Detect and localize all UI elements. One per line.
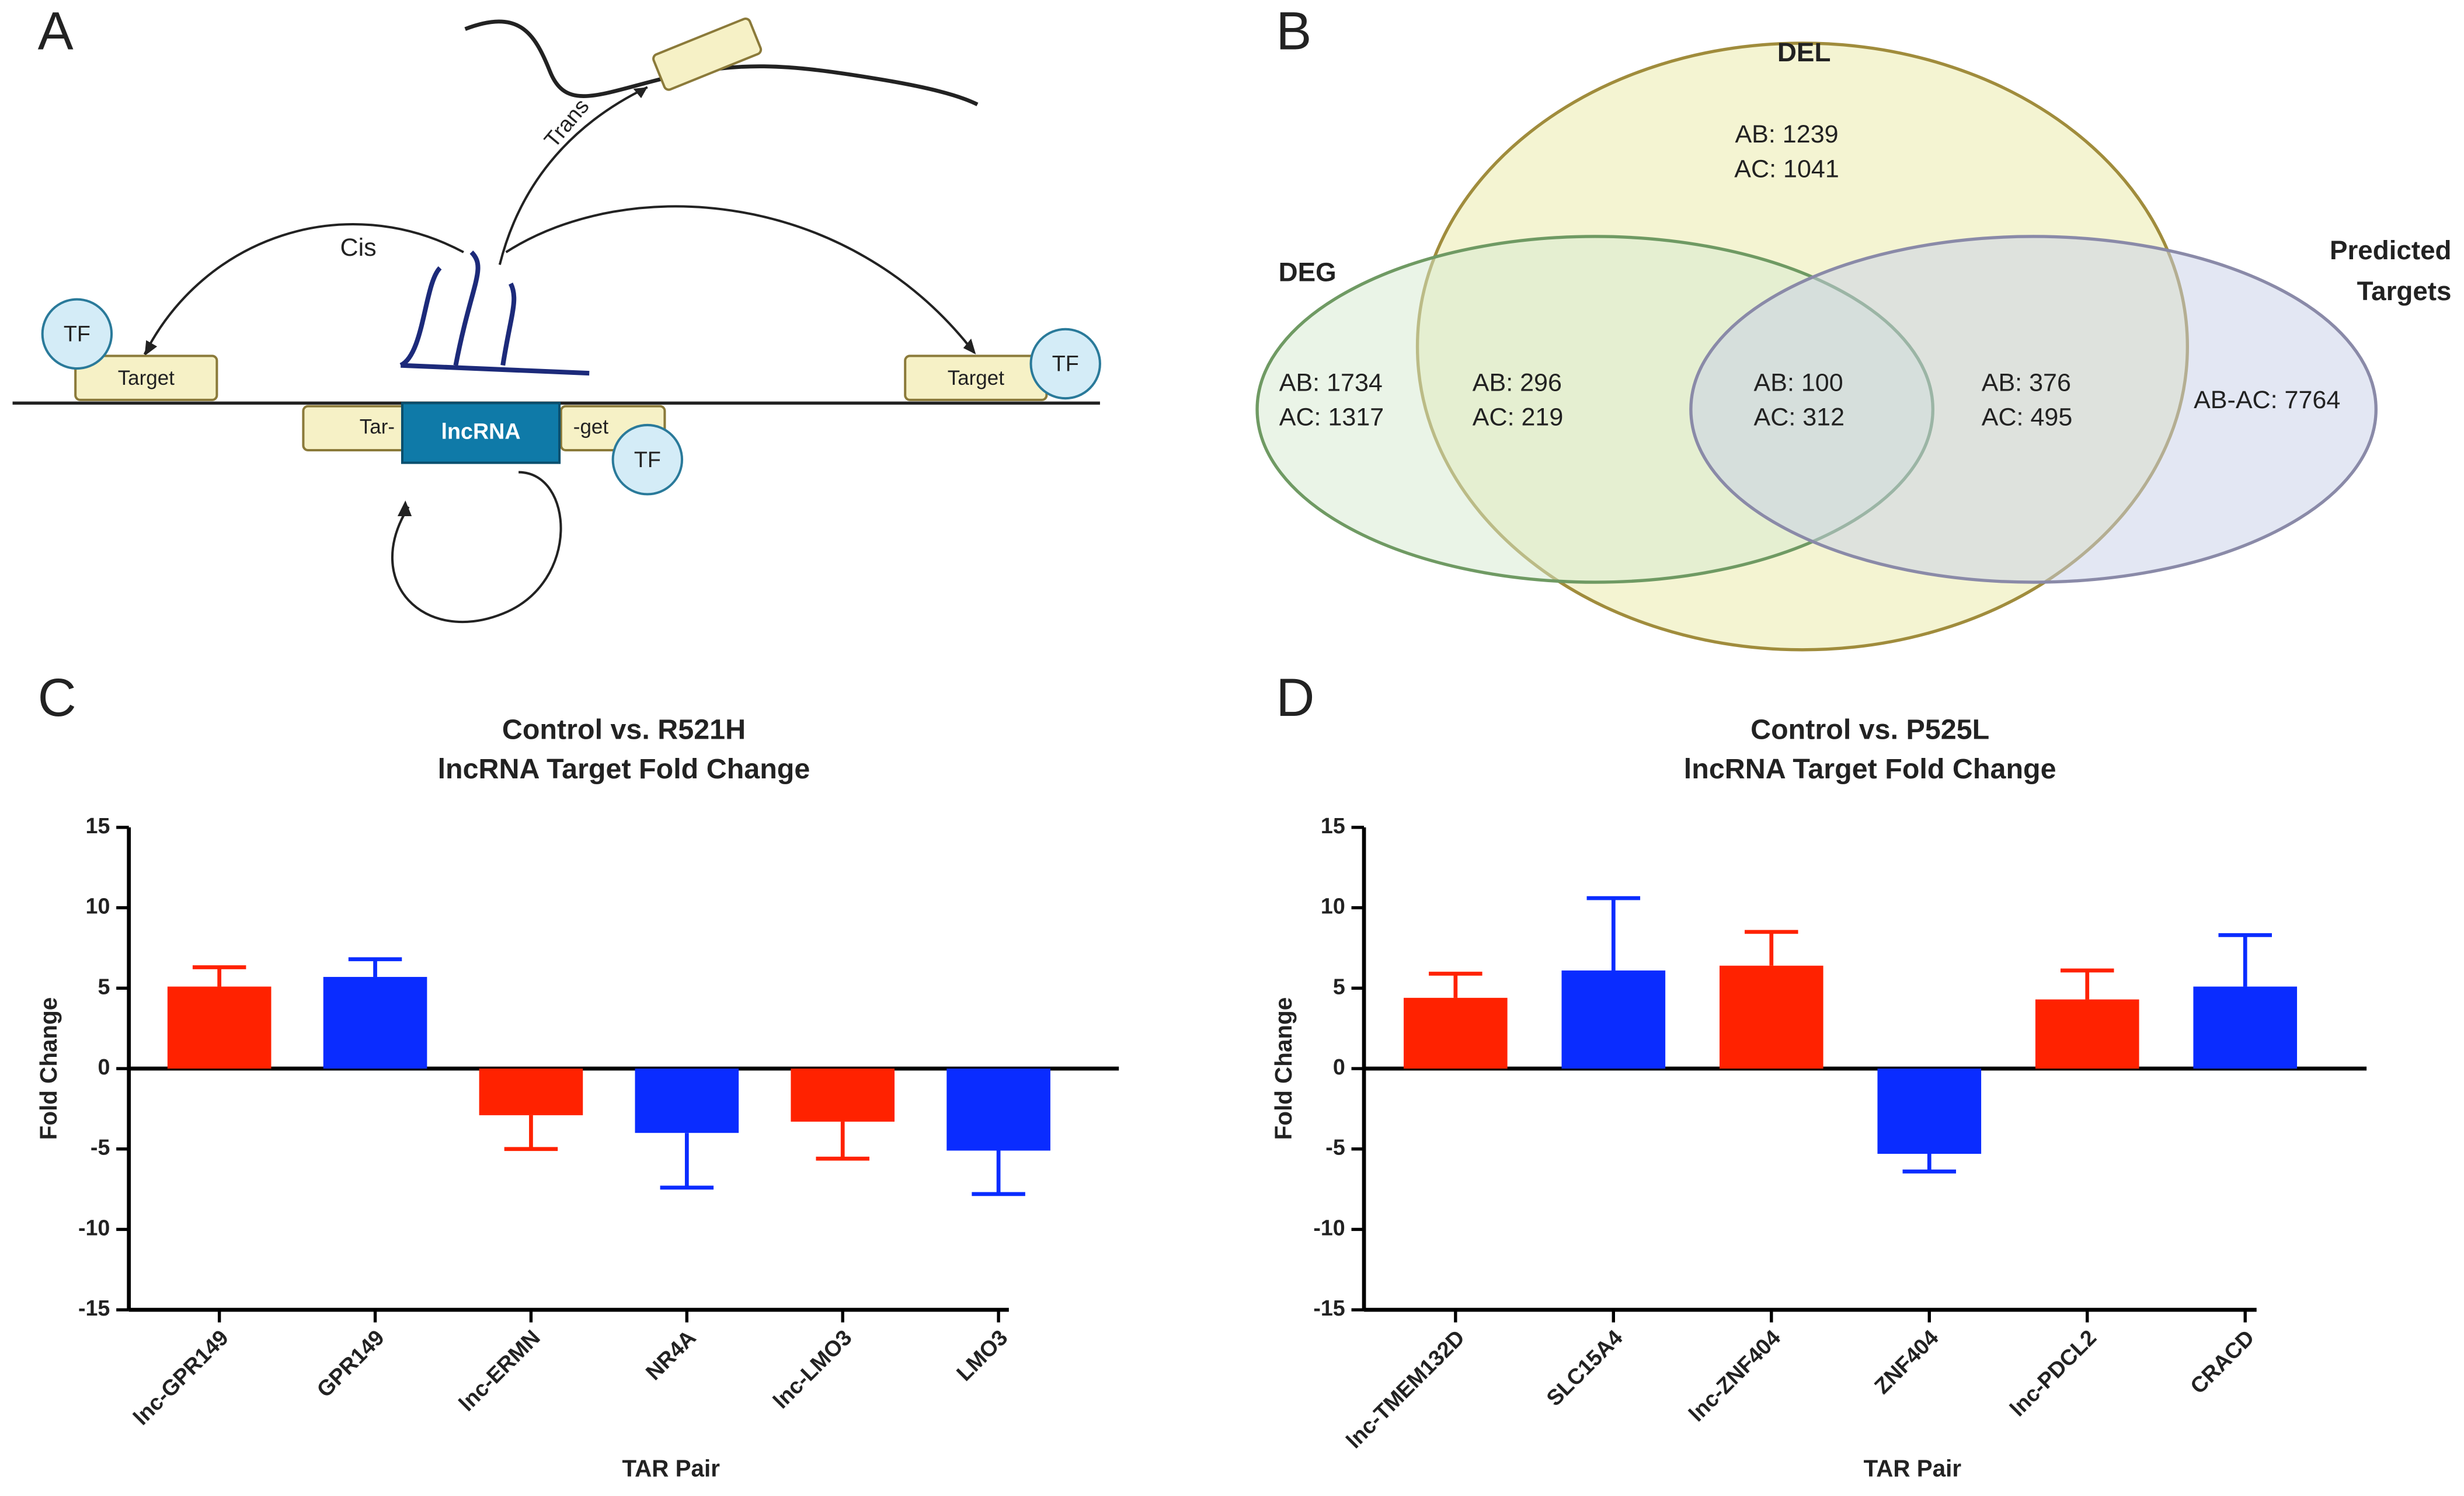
- region-label: AB-AC: 7764: [2194, 386, 2340, 414]
- cis-arrow: [143, 223, 464, 355]
- y-tick-label: 15: [86, 813, 110, 838]
- region-label: AC: 219: [1473, 403, 1564, 432]
- panel-label: B: [1276, 2, 1311, 61]
- tf-label: TF: [64, 321, 91, 346]
- tf-circle: [41, 298, 113, 370]
- region-label: AB: 100: [1754, 368, 1843, 396]
- y-tick-label: 0: [1333, 1055, 1345, 1079]
- x-tick-label: lnc-TMEM132D: [1341, 1325, 1469, 1453]
- self-arrow: [391, 471, 562, 624]
- cis-arrow: [505, 205, 976, 354]
- y-axis-label: Fold Change: [35, 997, 62, 1140]
- arrow-head: [144, 340, 158, 356]
- y-tick-label: 15: [1321, 813, 1345, 838]
- region-label: AB: 1734: [1279, 368, 1383, 396]
- set-label: Targets: [2357, 276, 2452, 306]
- x-tick-label: LMO3: [952, 1325, 1012, 1386]
- y-tick-label: 0: [98, 1055, 110, 1079]
- arrow-head: [397, 500, 412, 517]
- x-tick-label: lnc-LMO3: [768, 1325, 857, 1413]
- region-label: AC: 495: [1982, 403, 2073, 432]
- tf-circle: [1029, 328, 1101, 400]
- y-tick-label: 10: [1321, 894, 1345, 919]
- chart-title: lncRNA Target Fold Change: [438, 753, 810, 785]
- chart-title: Control vs. R521H: [502, 714, 746, 746]
- y-tick-label: -10: [1313, 1215, 1345, 1240]
- y-tick-label: -5: [1325, 1135, 1345, 1160]
- set-predicted: [1689, 235, 2378, 584]
- bar: [479, 1069, 583, 1115]
- x-tick-label: NR4A: [641, 1325, 701, 1384]
- x-tick-label: GPR149: [312, 1325, 389, 1402]
- tf-label: TF: [1052, 352, 1079, 376]
- tf-circle: [611, 423, 684, 496]
- target-split-label: -get: [573, 416, 609, 439]
- region-label: AC: 312: [1754, 403, 1845, 432]
- bar: [1561, 970, 1666, 1069]
- y-tick-label: -15: [78, 1296, 110, 1320]
- tf-label: TF: [634, 447, 661, 472]
- target-box: [74, 354, 218, 401]
- panel-label: C: [38, 668, 76, 728]
- x-tick-label: CRACD: [2185, 1325, 2259, 1398]
- bar: [1877, 1069, 1982, 1154]
- y-tick-label: -15: [1313, 1296, 1345, 1320]
- lncrna-box: [401, 402, 561, 464]
- diagram: Trans Cis Target Target Tar- -get lncRNA…: [12, 17, 1101, 624]
- bar: [2193, 986, 2298, 1069]
- region-label: AC: 1041: [1734, 155, 1839, 183]
- x-tick-label: lnc-ZNF404: [1684, 1325, 1785, 1426]
- region-label: AB: 376: [1982, 368, 2071, 396]
- panel-label: D: [1276, 668, 1314, 728]
- y-tick-label: 5: [98, 974, 110, 999]
- bar: [167, 986, 272, 1069]
- x-axis-label: TAR Pair: [1864, 1455, 1962, 1481]
- chart-title: Control vs. P525L: [1750, 714, 1989, 746]
- region-label: AC: 1317: [1279, 403, 1384, 432]
- set-label: DEG: [1279, 258, 1337, 287]
- lncrna-structure: [399, 251, 590, 376]
- chart-title: lncRNA Target Fold Change: [1684, 753, 2056, 785]
- x-tick-label: SLC15A4: [1541, 1325, 1627, 1411]
- y-axis-label: Fold Change: [1270, 997, 1297, 1140]
- set-label: DEL: [1777, 37, 1831, 67]
- bar: [2035, 999, 2139, 1069]
- target-split-label: Tar-: [360, 416, 395, 439]
- target-label: Target: [118, 367, 175, 389]
- region-label: AB: 1239: [1735, 120, 1838, 148]
- bar: [1719, 965, 1823, 1069]
- region-label: AB: 296: [1473, 368, 1562, 396]
- cis-label: Cis: [340, 234, 377, 262]
- y-tick-label: 10: [86, 894, 110, 919]
- x-tick-label: lnc-ERMN: [454, 1325, 544, 1415]
- bar: [791, 1069, 895, 1122]
- y-tick-label: -10: [78, 1215, 110, 1240]
- target-label: Target: [948, 367, 1004, 389]
- trans-arrow: [498, 86, 648, 265]
- target-box: [652, 17, 763, 91]
- y-tick-label: 5: [1333, 974, 1345, 999]
- x-tick-label: lnc-PDCL2: [2005, 1325, 2101, 1421]
- venn: [1255, 41, 2378, 652]
- x-tick-label: lnc-GPR149: [128, 1325, 233, 1429]
- panel-label: A: [38, 2, 74, 61]
- bar: [1404, 997, 1508, 1069]
- x-tick-label: ZNF404: [1870, 1325, 1943, 1398]
- bar: [635, 1069, 739, 1133]
- lncrna-label: lncRNA: [441, 419, 521, 443]
- arrow-head: [963, 338, 976, 354]
- set-label: Predicted: [2330, 235, 2452, 265]
- arrow-head: [633, 87, 648, 99]
- y-tick-label: -5: [91, 1135, 110, 1160]
- x-axis-label: TAR Pair: [622, 1455, 720, 1481]
- bar: [323, 977, 427, 1069]
- bar: [946, 1069, 1050, 1151]
